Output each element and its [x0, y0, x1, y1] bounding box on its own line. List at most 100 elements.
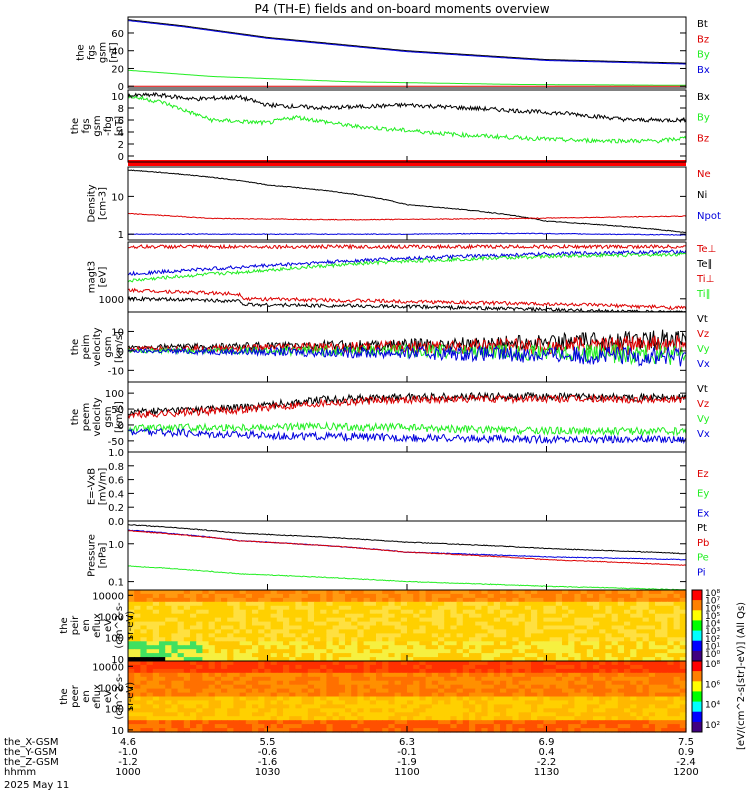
heatmap-cell: [512, 728, 520, 733]
heatmap-cell: [487, 621, 495, 627]
heatmap-cell: [599, 688, 606, 694]
heatmap-cell: [438, 680, 445, 686]
heatmap-cell: [289, 657, 296, 662]
heatmap-cell: [196, 629, 203, 634]
heatmap-cell: [376, 617, 383, 623]
heatmap-cell: [636, 637, 644, 642]
heatmap-cell: [568, 692, 575, 698]
heatmap-cell: [506, 724, 513, 729]
heatmap-cell: [586, 601, 594, 607]
heatmap-cell: [487, 597, 495, 603]
heatmap-cell: [183, 708, 191, 713]
heatmap-cell: [679, 649, 687, 654]
heatmap-cell: [506, 637, 513, 642]
heatmap-cell: [221, 653, 228, 658]
heatmap-cell: [586, 605, 594, 611]
heatmap-cell: [407, 633, 414, 638]
heatmap-cell: [500, 617, 507, 623]
heatmap-cell: [258, 680, 265, 686]
heatmap-cell: [438, 724, 445, 729]
heatmap-cell: [617, 676, 625, 682]
heatmap-cell: [475, 633, 482, 638]
heatmap-cell: [177, 649, 185, 654]
heatmap-cell: [183, 672, 191, 678]
heatmap-cell: [196, 653, 203, 658]
heatmap-cell: [152, 617, 160, 623]
heatmap-cell: [363, 633, 371, 638]
heatmap-cell: [481, 676, 489, 682]
heatmap-cell: [190, 696, 197, 701]
heatmap-cell: [407, 629, 414, 634]
heatmap-cell: [450, 664, 458, 670]
heatmap-cell: [307, 716, 315, 721]
heatmap-cell: [357, 684, 365, 690]
heatmap-cell: [648, 672, 656, 678]
heatmap-cell: [214, 590, 222, 595]
heatmap-cell: [512, 688, 520, 694]
heatmap-cell: [555, 597, 563, 603]
heatmap-cell: [140, 676, 148, 682]
heatmap-cell: [264, 696, 272, 701]
heatmap-cell: [208, 668, 216, 674]
heatmap-cell: [320, 641, 327, 646]
heatmap-cell: [642, 605, 650, 611]
heatmap-cell: [183, 641, 191, 646]
heatmap-cell: [506, 716, 513, 721]
heatmap-cell: [549, 692, 557, 698]
heatmap-cell: [419, 601, 427, 607]
heatmap-cell: [407, 708, 414, 713]
heatmap-cell: [388, 724, 396, 729]
legend-Vx: Vx: [697, 429, 710, 440]
heatmap-cell: [450, 605, 458, 611]
heatmap-cell: [214, 605, 222, 611]
y-axis-label: [km/s]: [114, 401, 125, 433]
heatmap-cell: [543, 704, 551, 709]
heatmap-cell: [413, 688, 420, 694]
heatmap-cell: [493, 613, 501, 619]
heatmap-cell: [630, 645, 637, 650]
heatmap-cell: [307, 597, 315, 603]
panel-9: 10⁸10⁷10⁶10⁵10⁴10³10²10¹10⁰1000010001001…: [59, 589, 720, 666]
heatmap-cell: [196, 649, 203, 654]
heatmap-cell: [512, 629, 520, 634]
heatmap-cell: [407, 597, 414, 603]
y-tick-label: 10000: [92, 591, 124, 602]
heatmap-cell: [159, 625, 166, 630]
heatmap-cell: [301, 649, 309, 654]
heatmap-cell: [537, 605, 544, 611]
heatmap-cell: [382, 672, 389, 678]
heatmap-cell: [183, 590, 191, 595]
heatmap-cell: [264, 692, 272, 698]
heatmap-cell: [407, 692, 414, 698]
heatmap-cell: [227, 668, 234, 674]
heatmap-cell: [245, 657, 253, 662]
heatmap-cell: [307, 613, 315, 619]
heatmap-cell: [549, 649, 557, 654]
series-line-Pi: [127, 529, 687, 561]
heatmap-cell: [599, 664, 606, 670]
heatmap-cell: [555, 680, 563, 686]
heatmap-cell: [630, 637, 637, 642]
heatmap-cell: [245, 641, 253, 646]
heatmap-cell: [481, 661, 489, 666]
heatmap-cell: [183, 696, 191, 701]
heatmap-cell: [351, 653, 358, 658]
heatmap-cell: [258, 716, 265, 721]
heatmap-cell: [518, 605, 526, 611]
heatmap-cell: [146, 597, 154, 603]
heatmap-cell: [624, 692, 631, 698]
y-axis-label: peem: [81, 403, 92, 431]
heatmap-cell: [425, 613, 433, 619]
heatmap-cell: [580, 664, 588, 670]
heatmap-cell: [307, 633, 315, 638]
heatmap-cell: [549, 641, 557, 646]
heatmap-cell: [413, 637, 420, 642]
heatmap-cell: [586, 609, 594, 615]
heatmap-cell: [413, 724, 420, 729]
heatmap-cell: [555, 613, 563, 619]
heatmap-cell: [605, 653, 613, 658]
heatmap-cell: [673, 724, 681, 729]
heatmap-cell: [444, 716, 451, 721]
heatmap-cell: [382, 724, 389, 729]
